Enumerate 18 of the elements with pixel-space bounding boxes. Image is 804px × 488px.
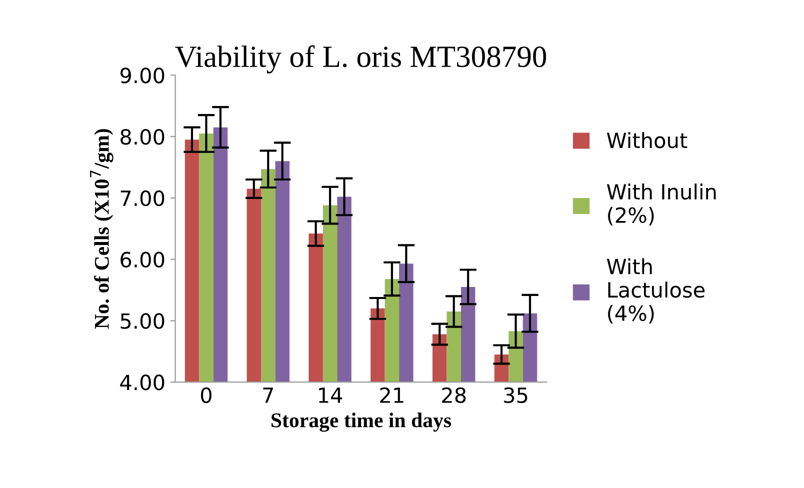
y-tick-label: 4.00 [120, 374, 164, 390]
legend-label: With Inulin (2%) [606, 184, 716, 226]
y-tick-label: 5.00 [120, 313, 164, 329]
legend-label: Without [606, 132, 688, 148]
x-tick-label: 7 [263, 388, 273, 403]
x-tick-label: 0 [200, 387, 212, 404]
x-tick-label: 28 [442, 387, 466, 404]
x-tick-label: 21 [380, 387, 404, 403]
legend-label: With Lactulose (4%) [606, 258, 705, 324]
x-tick-label: 14 [319, 388, 342, 403]
y-axis-title: No. of Cells (X10$^{7}$/gm) [90, 129, 114, 329]
chart-title: Viability of L. oris MT308790 [175, 45, 546, 74]
y-tick-label: 6.00 [120, 252, 164, 268]
y-tick-label: 7.00 [120, 190, 164, 206]
x-axis-title: Storage time in days [272, 412, 452, 432]
y-tick-label: 9.00 [120, 68, 164, 84]
y-tick-label: 8.00 [120, 128, 164, 145]
x-tick-label: 35 [504, 387, 528, 404]
